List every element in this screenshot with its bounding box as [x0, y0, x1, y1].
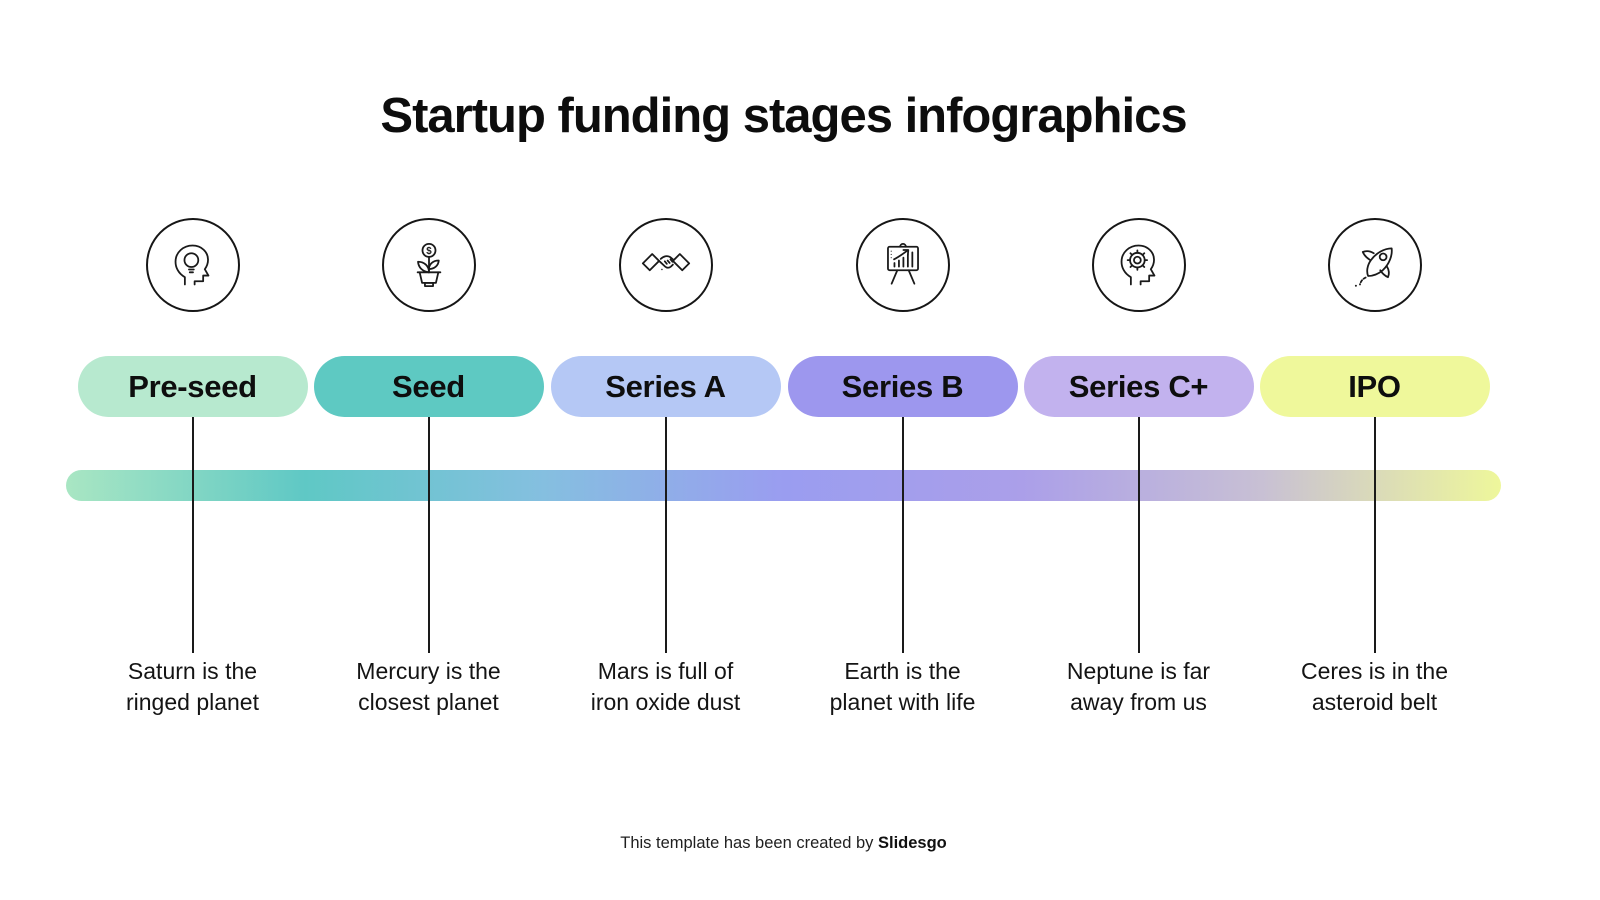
stage-label: Pre-seed — [128, 368, 257, 404]
stage-pill: IPO — [1259, 356, 1490, 417]
stage-icon-circle — [618, 218, 713, 312]
stage-column-series-b: Series B Earth is the planet with life — [784, 0, 1021, 900]
stage-column-ipo: IPO Ceres is in the asteroid belt — [1256, 0, 1493, 900]
stage-pill: Series B — [787, 356, 1018, 417]
description-line: away from us — [1070, 689, 1207, 715]
description-line: closest planet — [358, 689, 499, 715]
money-plant-icon: $ — [403, 239, 455, 291]
stage-label: Series B — [841, 368, 964, 404]
connector-line — [1137, 417, 1140, 653]
stage-pill: Pre-seed — [77, 356, 308, 417]
description-line: Mercury is the — [356, 658, 501, 684]
footer-brand: Slidesgo — [877, 834, 947, 852]
stage-column-series-a: Series A Mars is full of iron oxide dust — [547, 0, 784, 900]
stage-description: Earth is the planet with life — [784, 656, 1021, 718]
stage-pill: Seed — [313, 356, 544, 417]
stage-icon-circle — [855, 218, 950, 312]
idea-head-icon — [167, 239, 219, 291]
description-line: asteroid belt — [1311, 689, 1438, 715]
svg-text:$: $ — [426, 246, 432, 257]
stage-description: Mars is full of iron oxide dust — [547, 656, 784, 718]
connector-line — [191, 417, 194, 653]
stage-label: Series A — [605, 368, 726, 404]
connector-line — [664, 417, 667, 653]
footer-text: This template has been created by — [620, 834, 874, 852]
stage-description: Mercury is the closest planet — [310, 656, 547, 718]
stage-column-pre-seed: Pre-seed Saturn is the ringed planet — [74, 0, 311, 900]
stage-label: IPO — [1348, 368, 1401, 404]
stage-icon-circle — [1091, 218, 1186, 312]
connector-line — [1373, 417, 1376, 653]
presentation-board-icon — [877, 239, 929, 291]
description-line: Ceres is in the — [1300, 658, 1448, 684]
stage-column-series-c: Series C+ Neptune is far away from us — [1020, 0, 1257, 900]
stage-icon-circle — [1327, 218, 1422, 312]
page-title: Startup funding stages infographics — [380, 89, 1187, 143]
stage-column-seed: $ Seed Mercury is the closest planet — [310, 0, 547, 900]
stage-pill: Series A — [550, 356, 781, 417]
description-line: Earth is the — [844, 658, 961, 684]
description-line: planet with life — [829, 689, 976, 715]
stage-label: Seed — [392, 368, 465, 404]
rocket-icon — [1349, 239, 1401, 291]
handshake-icon — [640, 239, 692, 291]
gear-head-icon — [1113, 239, 1165, 291]
description-line: Mars is full of — [597, 658, 734, 684]
timeline-gradient-bar — [66, 470, 1501, 501]
connector-line — [427, 417, 430, 653]
connector-line — [901, 417, 904, 653]
stage-pill: Series C+ — [1023, 356, 1254, 417]
stage-icon-circle — [145, 218, 240, 312]
stage-label: Series C+ — [1068, 368, 1209, 404]
description-line: Saturn is the — [127, 658, 258, 684]
stage-description: Saturn is the ringed planet — [74, 656, 311, 718]
description-line: ringed planet — [126, 689, 259, 715]
description-line: Neptune is far — [1066, 658, 1211, 684]
footer-credit: This template has been created by Slides… — [0, 834, 1567, 853]
stage-description: Ceres is in the asteroid belt — [1256, 656, 1493, 718]
stage-icon-circle: $ — [381, 218, 476, 312]
description-line: iron oxide dust — [590, 689, 741, 715]
stage-description: Neptune is far away from us — [1020, 656, 1257, 718]
